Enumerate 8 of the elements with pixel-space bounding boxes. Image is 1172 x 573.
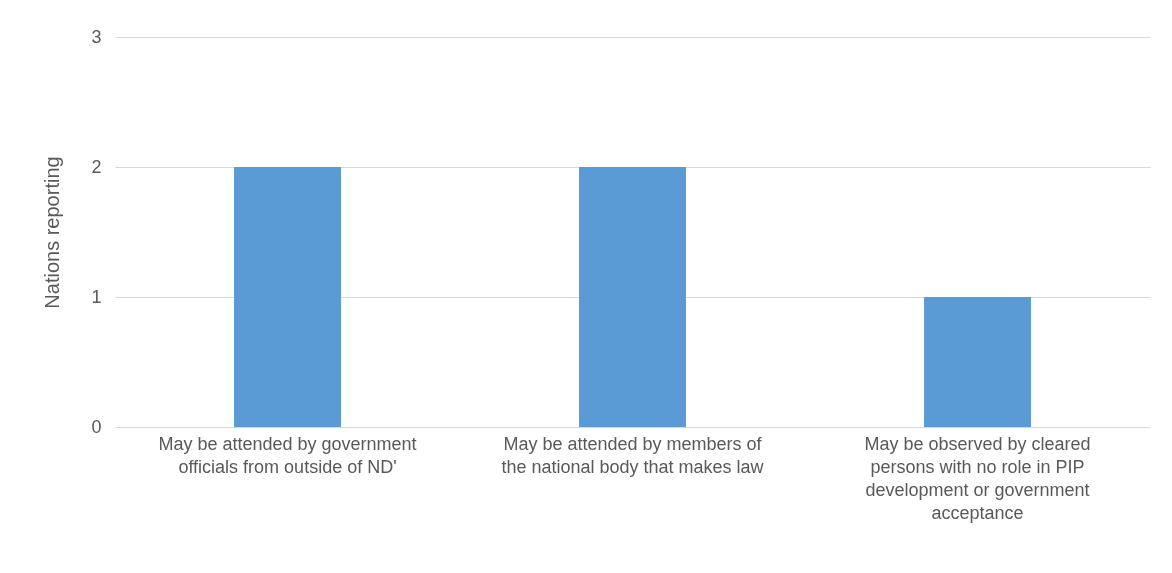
y-tick-label: 0 [91,416,102,437]
y-tick-label: 1 [91,286,102,307]
y-axis-title: Nations reporting [41,156,64,309]
x-tick-label: May be attended by members of the national body that makes law [501,433,765,477]
x-tick-label: May be attended by government officials from outside of ND' [158,433,417,477]
y-tick-label: 2 [91,156,102,177]
y-tick-label: 3 [91,26,102,47]
x-tick-label: May be observed by cleared persons with no role in PIP development or government acceptance [864,433,1091,523]
